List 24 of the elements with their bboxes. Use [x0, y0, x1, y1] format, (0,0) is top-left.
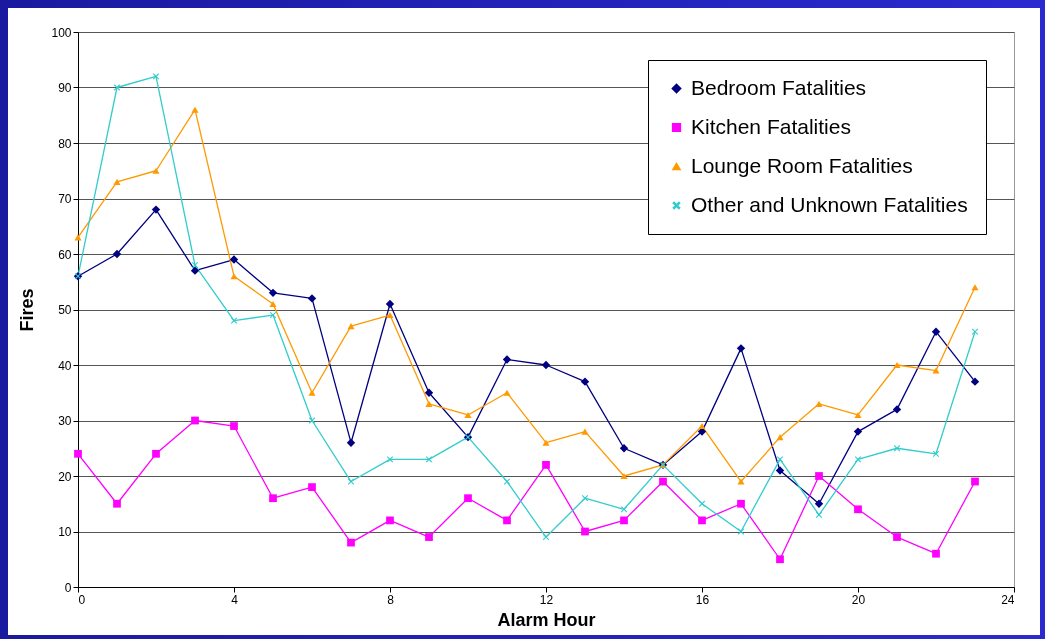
- y-tick-label: 80: [58, 136, 72, 151]
- y-tick-label: 100: [51, 25, 72, 40]
- x-tick-label: 20: [851, 592, 866, 607]
- y-tick-label: 70: [58, 192, 72, 206]
- y-tick-label: 90: [58, 81, 72, 95]
- y-tick-label: 30: [58, 414, 72, 428]
- x-tick-label: 12: [539, 592, 554, 607]
- x-tick-label: 0: [78, 592, 86, 607]
- legend-label: Other and Unknown Fatalities: [691, 192, 968, 216]
- y-tick-label: 60: [58, 247, 72, 262]
- x-axis-title: Alarm Hour: [497, 609, 596, 630]
- x-tick-label: 24: [1001, 592, 1015, 607]
- x-tick-label: 8: [387, 592, 395, 607]
- y-tick-label: 20: [58, 469, 72, 484]
- y-tick-label: 0: [64, 580, 72, 595]
- y-tick-label: 40: [58, 358, 72, 373]
- y-axis-title: Fires: [17, 288, 38, 332]
- legend-label: Lounge Room Fatalities: [691, 153, 913, 177]
- x-tick-label: 4: [231, 592, 239, 607]
- y-tick-label: 10: [58, 525, 72, 539]
- y-tick-label: 50: [58, 303, 72, 317]
- x-tick-label: 16: [695, 592, 710, 607]
- legend-label: Bedroom Fatalities: [691, 75, 867, 99]
- legend-label: Kitchen Fatalities: [691, 114, 851, 138]
